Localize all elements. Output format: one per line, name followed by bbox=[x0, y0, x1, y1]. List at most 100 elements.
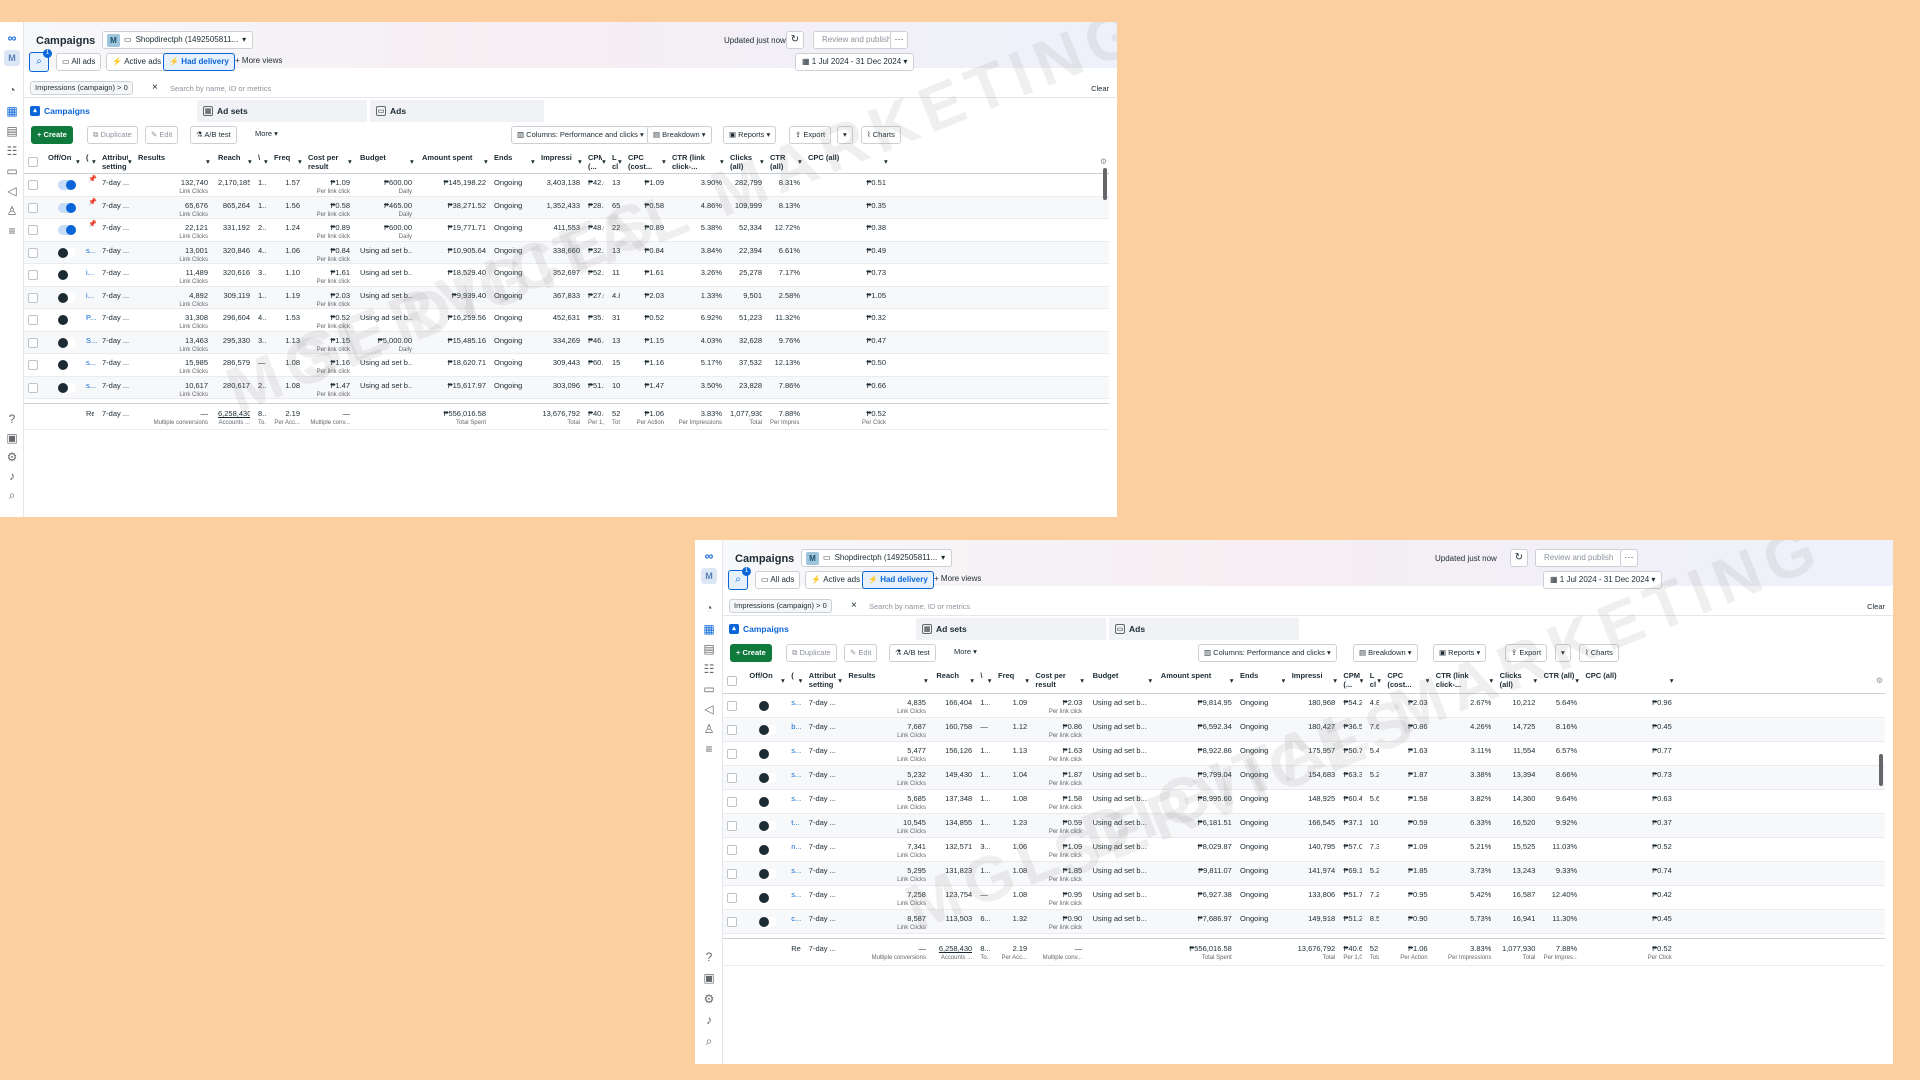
column-header-clicks[interactable]: Clicks (all) bbox=[1499, 671, 1522, 689]
row-checkbox[interactable] bbox=[727, 797, 738, 807]
column-header-budget[interactable]: Budget bbox=[1092, 671, 1119, 680]
column-sort-chevron-icon[interactable]: ▾ bbox=[760, 157, 764, 166]
column-header-c[interactable]: ( bbox=[86, 153, 89, 162]
duplicate-button[interactable]: ⧉ Duplicate bbox=[786, 644, 837, 662]
column-sort-chevron-icon[interactable]: ▾ bbox=[92, 157, 96, 166]
row-checkbox[interactable] bbox=[28, 225, 38, 236]
account-selector[interactable]: M ▭ Shopdirectph (1492505811... ▾ bbox=[102, 31, 254, 49]
column-header-cpm[interactable]: CPM (... bbox=[588, 153, 602, 171]
column-header-budget[interactable]: Budget bbox=[360, 153, 386, 162]
column-header-l[interactable]: L cl bbox=[612, 153, 618, 171]
campaign-name-link[interactable]: s... bbox=[791, 770, 802, 779]
pages-icon[interactable]: ▤ bbox=[703, 642, 715, 656]
row-checkbox[interactable] bbox=[28, 360, 38, 371]
reports-button[interactable]: ▣ Reports ▾ bbox=[723, 126, 777, 144]
column-sort-chevron-icon[interactable]: ▾ bbox=[410, 157, 414, 166]
campaign-name-link[interactable]: s... bbox=[791, 866, 802, 875]
row-checkbox[interactable] bbox=[28, 292, 38, 303]
column-header-offon[interactable]: Off/On bbox=[749, 671, 773, 680]
column-header-v[interactable]: \ bbox=[980, 671, 983, 680]
campaign-name-link[interactable]: s... bbox=[86, 358, 97, 367]
column-sort-chevron-icon[interactable]: ▾ bbox=[1080, 676, 1084, 685]
column-sort-chevron-icon[interactable]: ▾ bbox=[264, 157, 268, 166]
table-row[interactable]: i... 7-day ... 11,489 Link Clicks 320,616 3..… bbox=[24, 264, 1109, 287]
column-header-l[interactable]: L cl bbox=[1369, 671, 1377, 689]
tab-ad-sets[interactable]: ▦ Ad sets bbox=[197, 100, 367, 122]
search-icon[interactable]: ⌕ bbox=[8, 488, 16, 502]
delivery-toggle[interactable] bbox=[759, 893, 778, 903]
campaign-name-link[interactable]: s... bbox=[791, 890, 802, 899]
column-header-cpc[interactable]: CPC (cost... bbox=[1387, 671, 1412, 689]
row-checkbox[interactable] bbox=[727, 749, 738, 759]
column-header-freq[interactable]: Freq bbox=[998, 671, 1015, 680]
clear-filters-button[interactable]: Clear bbox=[1867, 602, 1885, 611]
menu-icon[interactable]: ≡ bbox=[705, 742, 713, 756]
column-header-spent[interactable]: Amount spent bbox=[422, 153, 473, 162]
column-sort-chevron-icon[interactable]: ▾ bbox=[1489, 676, 1494, 685]
export-button[interactable]: ⇪ Export bbox=[1505, 644, 1548, 662]
charts-button[interactable]: ⌇ Charts bbox=[861, 126, 901, 144]
row-checkbox[interactable] bbox=[727, 893, 738, 903]
column-header-reach[interactable]: Reach bbox=[936, 671, 959, 680]
row-checkbox[interactable] bbox=[727, 845, 738, 855]
column-sort-chevron-icon[interactable]: ▾ bbox=[1425, 676, 1430, 685]
tab-ads[interactable]: ▭ Ads bbox=[1109, 618, 1299, 640]
row-checkbox[interactable] bbox=[28, 315, 38, 326]
column-sort-chevron-icon[interactable]: ▾ bbox=[1229, 676, 1234, 685]
row-checkbox[interactable] bbox=[727, 725, 738, 735]
row-checkbox[interactable] bbox=[727, 701, 738, 711]
campaign-name-link[interactable]: s... bbox=[791, 698, 802, 707]
column-sort-chevron-icon[interactable]: ▾ bbox=[348, 157, 352, 166]
column-header-impr[interactable]: Impressi bbox=[1291, 671, 1323, 680]
campaign-name-link[interactable]: i... bbox=[86, 268, 94, 277]
column-sort-chevron-icon[interactable]: ▾ bbox=[602, 157, 606, 166]
delivery-toggle[interactable] bbox=[759, 917, 778, 927]
column-header-ctra[interactable]: CTR (all) bbox=[770, 153, 786, 171]
column-header-ends[interactable]: Ends bbox=[494, 153, 513, 162]
search-toggle-button[interactable]: ⌕ 1 bbox=[728, 567, 751, 590]
duplicate-button[interactable]: ⧉ Duplicate bbox=[87, 126, 138, 144]
table-row[interactable]: s... 7-day ... 5,232 Link Clicks 149,430 1...… bbox=[723, 766, 1885, 790]
had-delivery-button[interactable]: ⚡ Had delivery bbox=[163, 53, 235, 71]
more-actions-button[interactable]: More ▾ bbox=[250, 126, 283, 144]
table-row[interactable]: t... 7-day ... 10,545 Link Clicks 134,855 1..… bbox=[723, 814, 1885, 838]
pages-icon[interactable]: ▤ bbox=[6, 124, 18, 138]
had-delivery-button[interactable]: ⚡ Had delivery bbox=[862, 571, 934, 589]
edit-button[interactable]: ✎ Edit bbox=[145, 126, 179, 144]
column-header-freq[interactable]: Freq bbox=[274, 153, 291, 162]
column-sort-chevron-icon[interactable]: ▾ bbox=[662, 157, 666, 166]
table-row[interactable]: s... 7-day ... 5,295 Link Clicks 131,823 1...… bbox=[723, 862, 1885, 886]
more-views-button[interactable]: + More views bbox=[934, 574, 982, 583]
column-header-spent[interactable]: Amount spent bbox=[1160, 671, 1212, 680]
column-header-cpca[interactable]: CPC (all) bbox=[808, 153, 840, 162]
column-sort-chevron-icon[interactable]: ▾ bbox=[484, 157, 488, 166]
campaign-name-link[interactable]: s... bbox=[791, 794, 802, 803]
search-input[interactable]: Search by name, ID or metrics bbox=[170, 84, 272, 93]
reports-icon[interactable]: ▣ bbox=[6, 431, 18, 445]
charts-button[interactable]: ⌇ Charts bbox=[1579, 644, 1619, 662]
refresh-button[interactable]: ↻ bbox=[1510, 549, 1528, 567]
delivery-toggle[interactable] bbox=[58, 202, 76, 213]
campaign-name-link[interactable]: s... bbox=[791, 746, 802, 755]
table-row[interactable]: s... 7-day ... 7,258 Link Clicks 123,754 — 1.0… bbox=[723, 886, 1885, 910]
delivery-toggle[interactable] bbox=[58, 247, 76, 258]
table-scrollbar[interactable] bbox=[1103, 168, 1107, 200]
delivery-toggle[interactable] bbox=[58, 292, 76, 303]
campaign-name-link[interactable]: P... bbox=[86, 313, 97, 322]
column-header-results[interactable]: Results bbox=[848, 671, 876, 680]
row-checkbox[interactable] bbox=[727, 869, 738, 879]
breakdown-button[interactable]: ▤ Breakdown ▾ bbox=[1353, 644, 1418, 662]
column-sort-chevron-icon[interactable]: ▾ bbox=[1575, 676, 1579, 685]
more-options-button[interactable]: ··· bbox=[1620, 549, 1638, 567]
column-header-c[interactable]: ( bbox=[791, 671, 794, 680]
delivery-toggle[interactable] bbox=[58, 382, 76, 393]
create-button[interactable]: + Create bbox=[730, 644, 772, 662]
all-ads-button[interactable]: ▭ All ads bbox=[56, 53, 102, 71]
search-icon[interactable]: ⌕ bbox=[705, 1033, 713, 1048]
column-header-impr[interactable]: Impressi bbox=[541, 153, 572, 162]
campaign-name-link[interactable]: i... bbox=[86, 290, 94, 300]
column-sort-chevron-icon[interactable]: ▾ bbox=[206, 157, 210, 166]
delivery-toggle[interactable] bbox=[58, 360, 76, 371]
reports-button[interactable]: ▣ Reports ▾ bbox=[1433, 644, 1487, 662]
